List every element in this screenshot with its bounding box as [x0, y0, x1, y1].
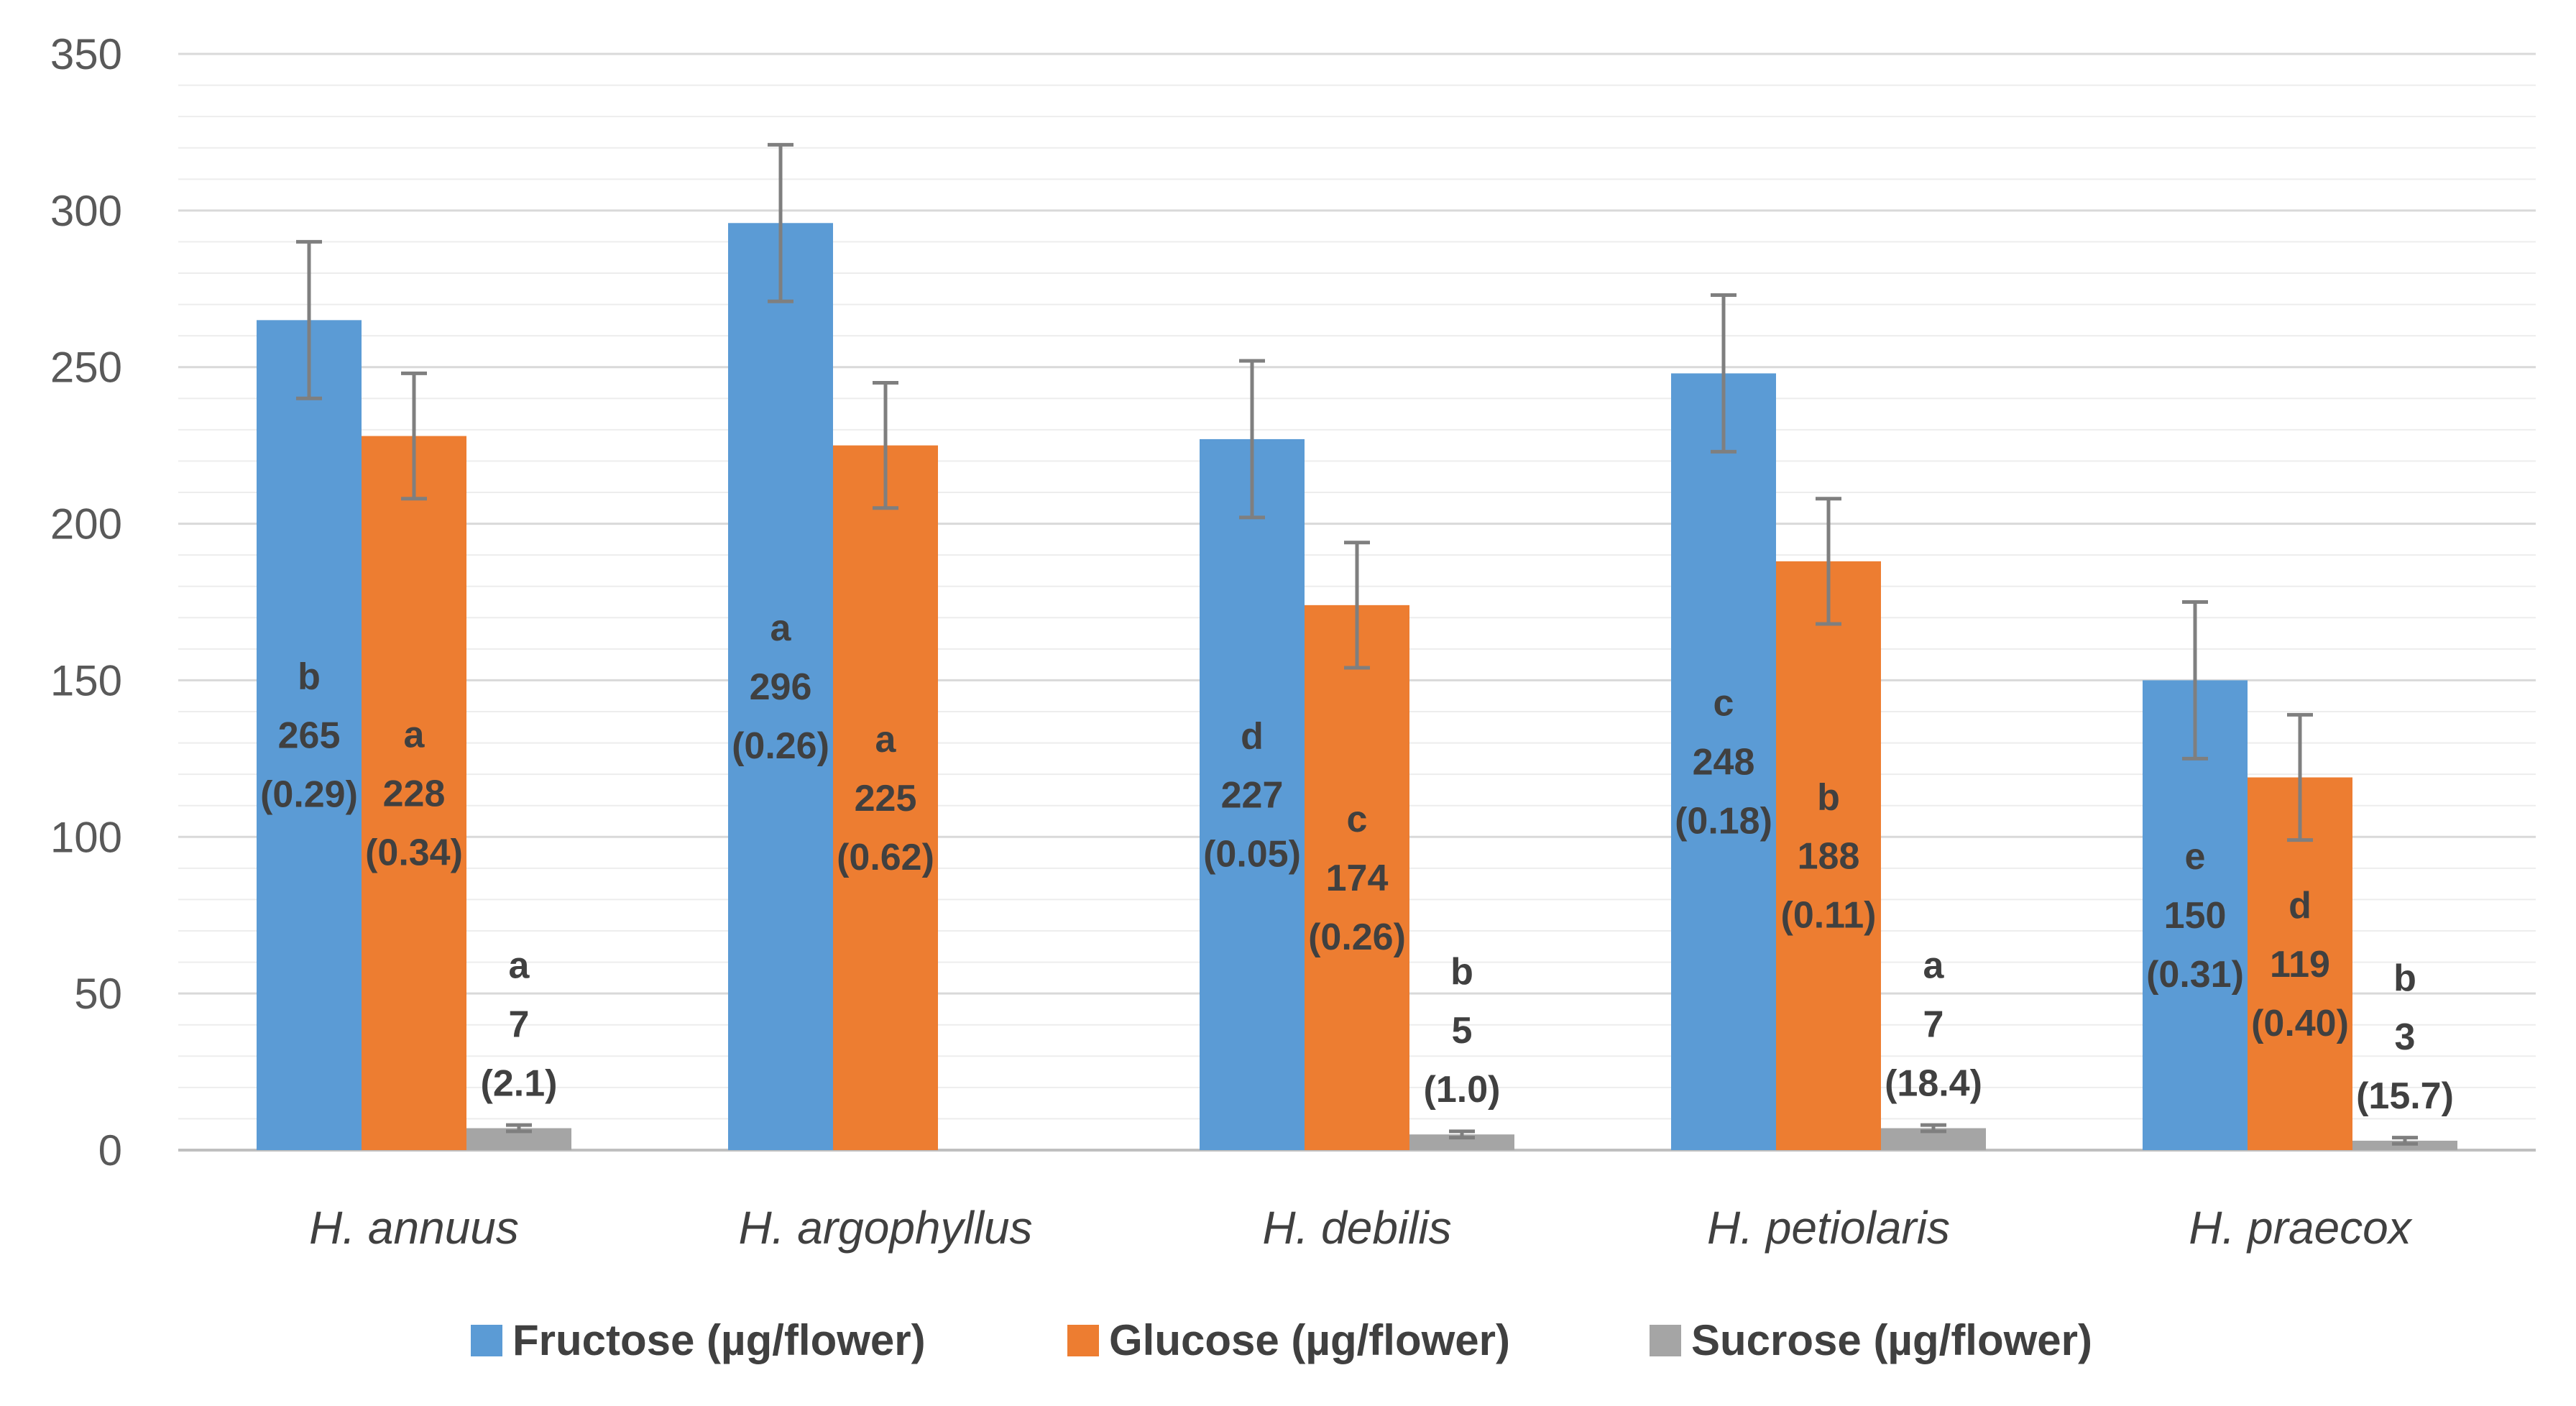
data-label: b: [298, 656, 321, 698]
data-label: a: [770, 607, 792, 649]
y-tick-label: 150: [50, 656, 122, 704]
data-label: 227: [1221, 774, 1284, 816]
data-label: d: [1241, 715, 1264, 757]
data-label: (0.26): [732, 725, 829, 767]
bar-1-3: [1200, 438, 1305, 1150]
data-label: (2.1): [481, 1063, 558, 1105]
legend-label: Fructose (µg/flower): [512, 1316, 926, 1364]
y-tick-label: 350: [50, 30, 122, 78]
data-label: 5: [1452, 1010, 1473, 1052]
y-tick-label: 200: [50, 500, 122, 548]
data-label: (18.4): [1885, 1063, 1982, 1105]
data-label: (0.31): [2146, 954, 2244, 996]
y-tick-label: 0: [98, 1126, 122, 1175]
data-label: (15.7): [2356, 1075, 2454, 1117]
data-label: a: [404, 714, 426, 755]
data-label: (0.18): [1675, 801, 1772, 842]
data-label: d: [2288, 885, 2312, 927]
data-label: 248: [1693, 742, 1755, 784]
legend-label: Sucrose (µg/flower): [1691, 1316, 2092, 1364]
data-label: 225: [855, 778, 917, 819]
data-label: 296: [750, 666, 812, 708]
bar-2-4: [1776, 561, 1881, 1150]
data-label: 7: [1923, 1004, 1944, 1046]
data-label: b: [1817, 776, 1840, 818]
data-label: a: [509, 945, 530, 987]
y-tick-label: 50: [74, 970, 122, 1018]
legend-swatch: [1650, 1325, 1681, 1356]
category-label: H. argophyllus: [738, 1202, 1032, 1254]
data-label: 119: [2270, 944, 2330, 985]
data-label: 150: [2164, 895, 2227, 937]
data-label: 174: [1326, 858, 1389, 899]
data-label: (1.0): [1424, 1069, 1501, 1111]
y-tick-label: 300: [50, 187, 122, 235]
bar-2-3: [1305, 605, 1409, 1150]
data-label: 7: [509, 1004, 530, 1046]
data-label: a: [1923, 945, 1945, 987]
data-label: (0.05): [1203, 833, 1301, 875]
data-label: (0.11): [1781, 894, 1877, 936]
data-label: a: [875, 719, 897, 761]
legend-swatch: [1067, 1325, 1099, 1356]
data-label: e: [2185, 836, 2206, 878]
data-label: (0.26): [1308, 916, 1406, 958]
data-label: b: [2393, 957, 2416, 999]
y-tick-label: 100: [50, 813, 122, 861]
data-label: (0.34): [365, 832, 463, 873]
data-label: 3: [2395, 1016, 2416, 1058]
data-label: 228: [383, 773, 446, 814]
data-label: (0.62): [837, 837, 934, 878]
category-label: H. debilis: [1262, 1202, 1451, 1254]
data-label: b: [1450, 951, 1473, 993]
y-tick-label: 250: [50, 344, 122, 392]
bar-1-4: [1671, 373, 1776, 1150]
legend-label: Glucose (µg/flower): [1109, 1316, 1510, 1364]
bar-1-1: [257, 320, 362, 1150]
data-label: (0.40): [2251, 1003, 2349, 1044]
category-label: H. praecox: [2189, 1202, 2412, 1254]
data-label: 188: [1798, 835, 1860, 877]
data-label: 265: [278, 715, 341, 757]
data-label: (0.29): [260, 774, 358, 816]
data-label: c: [1347, 799, 1368, 840]
bar-2-2: [833, 445, 938, 1150]
legend-swatch: [471, 1325, 502, 1356]
category-label: H. annuus: [309, 1202, 519, 1254]
bar-1-2: [728, 223, 833, 1151]
bar-3-3: [1409, 1134, 1514, 1150]
bar-2-1: [362, 436, 466, 1150]
category-label: H. petiolaris: [1707, 1202, 1950, 1254]
data-label: c: [1714, 683, 1734, 725]
